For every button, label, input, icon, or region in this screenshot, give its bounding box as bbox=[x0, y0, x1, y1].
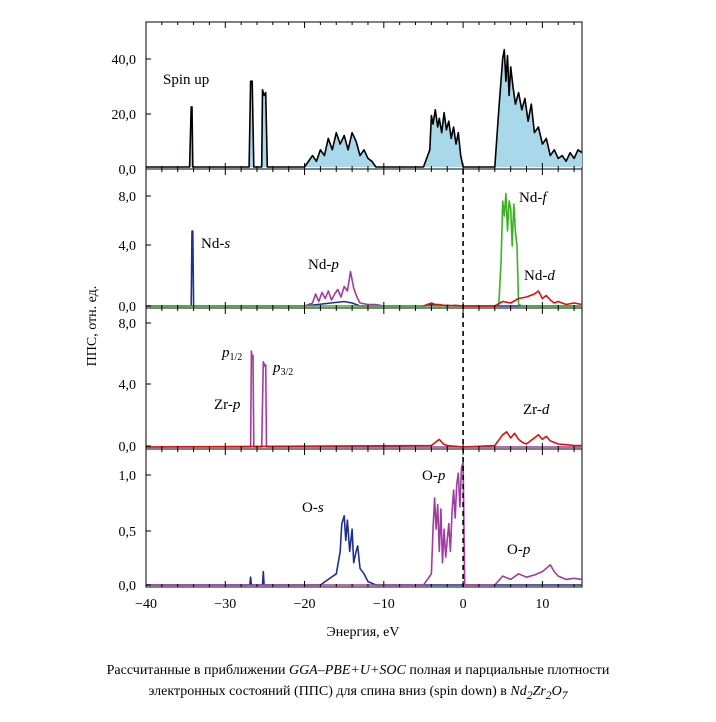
ticks-group: 0,0 20,0 40,0 0,0 4,0 8,0 0,0 4,0 8,0 0,0 0,5 1,0 −4… bbox=[112, 22, 575, 612]
series-line-nd-f bbox=[146, 192, 582, 307]
spin-up-label: Spin up bbox=[163, 72, 209, 88]
o-p-label-2: O-p bbox=[507, 542, 531, 558]
y-tick-label: 0,0 bbox=[119, 163, 137, 178]
panel-frame-4 bbox=[145, 448, 583, 588]
caption-line-2: электронных состояний (ППС) для спина вн… bbox=[148, 684, 568, 702]
series-line-nd-d bbox=[423, 290, 583, 307]
series-fill-total bbox=[146, 49, 582, 168]
series-line-total bbox=[146, 48, 583, 168]
x-tick-label: −30 bbox=[214, 597, 236, 612]
panels-group bbox=[145, 21, 583, 588]
y-tick-label: 20,0 bbox=[112, 108, 137, 123]
y-tick-label: 4,0 bbox=[119, 378, 137, 393]
o-p-label-1: O-p bbox=[422, 468, 446, 484]
panel-frame-3 bbox=[145, 307, 583, 450]
nd-s-label: Nd-s bbox=[201, 236, 230, 252]
p32-label: p3/2 bbox=[272, 360, 293, 378]
x-tick-label: −20 bbox=[294, 597, 316, 612]
y-tick-label: 8,0 bbox=[119, 317, 137, 332]
y-tick-label: 8,0 bbox=[119, 190, 137, 205]
series-line-nd-p bbox=[304, 270, 384, 307]
y-tick-label: 1,0 bbox=[119, 469, 137, 484]
zr-d-label: Zr-d bbox=[523, 402, 550, 418]
y-tick-label: 40,0 bbox=[112, 53, 137, 68]
y-tick-label: 0,0 bbox=[119, 300, 137, 315]
p12-label: p1/2 bbox=[221, 345, 242, 363]
o-s-label: O-s bbox=[302, 500, 324, 516]
series-line-zr-p bbox=[146, 350, 582, 448]
series-line-o-p bbox=[146, 461, 583, 586]
y-tick-label: 0,0 bbox=[119, 579, 137, 594]
x-tick-label: −10 bbox=[373, 597, 395, 612]
x-tick-label: −40 bbox=[135, 597, 157, 612]
nd-p-label: Nd-p bbox=[308, 257, 339, 273]
zr-p-label: Zr-p bbox=[214, 397, 241, 413]
y-tick-label: 0,0 bbox=[119, 440, 137, 455]
series-line-zr-d bbox=[145, 430, 582, 448]
figure-caption: Рассчитанные в приближении GGA–PBE+U+SOC… bbox=[0, 660, 716, 706]
y-axis-label: ППС, отн. ед. bbox=[85, 286, 100, 367]
caption-line-1: Рассчитанные в приближении GGA–PBE+U+SOC… bbox=[106, 663, 610, 678]
x-tick-label: 10 bbox=[535, 597, 549, 612]
x-axis-label: Энергия, eV bbox=[327, 625, 400, 640]
y-tick-label: 4,0 bbox=[119, 239, 137, 254]
dos-figure: 0,0 20,0 40,0 0,0 4,0 8,0 0,0 4,0 8,0 0,0 0,5 1,0 −4… bbox=[85, 21, 583, 640]
y-tick-label: 0,5 bbox=[119, 525, 137, 540]
x-tick-label: 0 bbox=[460, 597, 467, 612]
nd-f-label: Nd-f bbox=[519, 190, 548, 206]
nd-d-label: Nd-d bbox=[524, 268, 555, 284]
